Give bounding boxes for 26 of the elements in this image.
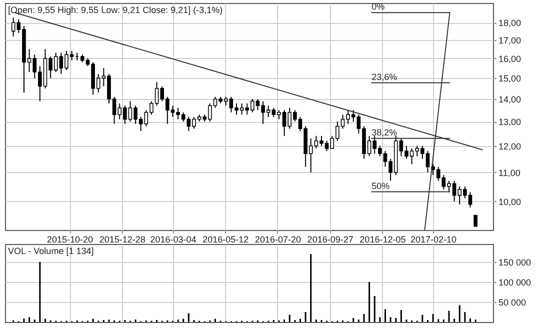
- y-tick-label: 14,00: [498, 94, 522, 105]
- x-tick-label: 2016-07-20: [254, 234, 301, 244]
- y-tick-label: 11,00: [498, 168, 520, 178]
- y-tick-label: 18,00: [498, 18, 522, 28]
- y-tick-label: 12,00: [498, 141, 522, 152]
- annotation: VOL - Volume [1 134]: [8, 246, 94, 256]
- y-tick-label: 100 000: [498, 278, 532, 288]
- x-tick-label: 2016-05-12: [202, 234, 249, 244]
- x-tick-label: 2015-10-20: [46, 234, 94, 244]
- annotation: 23,6%: [372, 72, 398, 82]
- annotation: 38,2%: [372, 127, 398, 138]
- y-tick-label: 13,00: [498, 117, 522, 128]
- y-tick-label: 50 000: [498, 298, 526, 308]
- x-tick-label: 2016-03-04: [150, 234, 196, 244]
- y-tick-label: 10,00: [498, 196, 522, 207]
- annotation: 50%: [372, 180, 390, 191]
- y-tick-label: 15,00: [498, 74, 522, 84]
- x-tick-label: 2017-02-10: [410, 234, 457, 244]
- x-tick-label: 2016-09-27: [307, 234, 354, 244]
- annotation: [Open: 9,55 High: 9,55 Low: 9,21 Close: 9,21] (-3,1%): [8, 5, 223, 15]
- x-tick-label: 2016-12-05: [360, 234, 406, 244]
- y-tick-label: 16,00: [498, 54, 522, 64]
- x-tick-label: 2015-12-28: [99, 234, 146, 244]
- y-tick-label: 150 000: [498, 258, 532, 268]
- y-tick-label: 17,00: [498, 36, 522, 46]
- annotation: 0%: [372, 2, 385, 12]
